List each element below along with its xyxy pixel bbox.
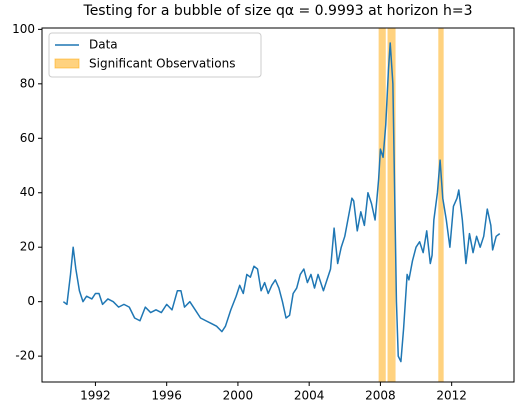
x-tick-label: 2004 xyxy=(294,389,325,403)
x-tick-label: 1992 xyxy=(80,389,111,403)
y-tick-label: 60 xyxy=(20,131,35,145)
y-tick-label: 80 xyxy=(20,76,35,90)
y-tick-label: 100 xyxy=(12,22,35,36)
significant-span xyxy=(378,28,386,382)
significant-span xyxy=(438,28,444,382)
plot-frame xyxy=(41,27,515,383)
y-tick-label: 20 xyxy=(20,240,35,254)
legend-label: Significant Observations xyxy=(89,57,235,71)
legend-patch xyxy=(54,58,80,69)
x-tick-label: 2008 xyxy=(365,389,396,403)
legend-box xyxy=(48,32,262,78)
legend-label: Data xyxy=(89,38,118,52)
data-line xyxy=(62,42,501,363)
x-tick-label: 1996 xyxy=(151,389,182,403)
y-tick-label: -20 xyxy=(15,349,35,363)
x-tick-label: 2000 xyxy=(223,389,254,403)
x-tick-label: 2012 xyxy=(436,389,467,403)
chart-title: Testing for a bubble of size qα = 0.9993… xyxy=(83,3,473,19)
significant-span xyxy=(387,28,396,382)
y-tick-label: 40 xyxy=(20,185,35,199)
y-tick-label: 0 xyxy=(27,294,35,308)
